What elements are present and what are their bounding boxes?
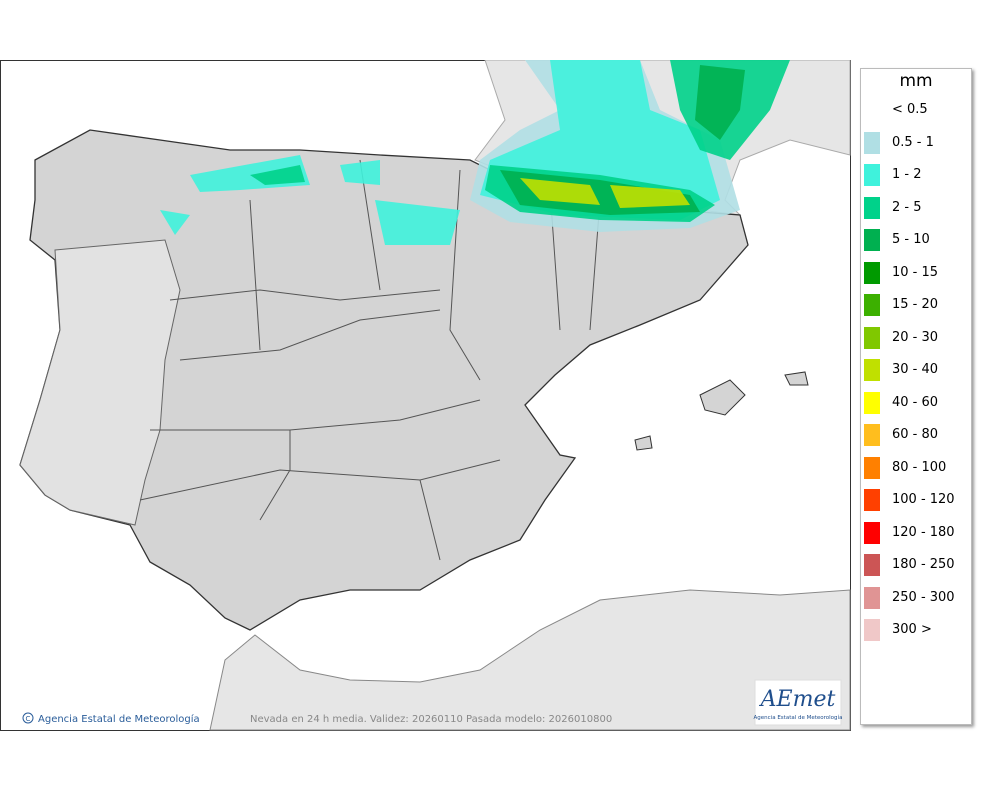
logo-subtitle: Agencia Estatal de Meteorología xyxy=(754,714,843,721)
legend-swatch xyxy=(864,131,880,154)
legend-swatch xyxy=(864,554,880,576)
legend-item: 20 - 30 xyxy=(864,326,969,349)
legend-label: 20 - 30 xyxy=(892,329,939,345)
legend-label: 0.5 - 1 xyxy=(892,134,934,150)
legend-item: 60 - 80 xyxy=(864,424,969,446)
copyright-icon: C xyxy=(22,712,34,724)
map: C Agencia Estatal de Meteorología Nevada… xyxy=(0,60,851,731)
legend-label: 100 - 120 xyxy=(892,492,955,507)
legend-swatch xyxy=(864,359,880,381)
legend-label: 2 - 5 xyxy=(892,199,922,215)
legend-label: 5 - 10 xyxy=(892,232,930,247)
snow-area xyxy=(250,165,305,185)
snow-area xyxy=(520,178,690,208)
legend-item: 30 - 40 xyxy=(864,359,969,381)
legend-label: 1 - 2 xyxy=(892,167,922,182)
legend-title: mm xyxy=(899,71,933,91)
legend-item: 1 - 2 xyxy=(864,164,969,186)
legend-label: 250 - 300 xyxy=(892,589,955,605)
legend-swatch xyxy=(864,326,880,349)
snow-areas xyxy=(160,60,790,245)
legend-item: 250 - 300 xyxy=(864,586,969,609)
legend-label: 30 - 40 xyxy=(892,362,939,377)
legend-label: < 0.5 xyxy=(892,102,928,117)
legend-swatch xyxy=(864,261,880,284)
legend-swatch xyxy=(864,99,880,121)
legend-label: 60 - 80 xyxy=(892,427,939,442)
legend: mm < 0.5 0.5 - 1 1 - 2 2 - 5 5 - 10 10 - 15 15… xyxy=(860,68,972,725)
legend-item: 40 - 60 xyxy=(864,391,969,414)
legend-item: 180 - 250 xyxy=(864,554,969,576)
legend-swatch xyxy=(864,456,880,479)
legend-label: 80 - 100 xyxy=(892,459,947,475)
legend-label: 40 - 60 xyxy=(892,394,939,410)
region-borders xyxy=(139,159,601,561)
legend-item: < 0.5 xyxy=(864,99,969,121)
legend-swatch xyxy=(864,586,880,609)
logo: AEmet xyxy=(759,687,836,712)
legend-label: 180 - 250 xyxy=(892,557,955,572)
svg-text:C: C xyxy=(26,715,31,723)
legend-swatch xyxy=(864,294,880,316)
agency-credit: Agencia Estatal de Meteorología xyxy=(38,713,200,725)
legend-item: 2 - 5 xyxy=(864,196,969,219)
logo-box xyxy=(754,679,842,726)
legend-item: 10 - 15 xyxy=(864,261,969,284)
legend-swatch xyxy=(864,424,880,446)
africa xyxy=(209,589,851,731)
balearic-islands xyxy=(634,371,809,451)
legend-swatch xyxy=(864,391,880,414)
legend-swatch xyxy=(864,619,880,641)
legend-item: 100 - 120 xyxy=(864,489,969,511)
legend-item: 15 - 20 xyxy=(864,294,969,316)
legend-swatch xyxy=(864,229,880,251)
legend-label: 300 > xyxy=(892,622,932,637)
legend-swatch xyxy=(864,164,880,186)
legend-item: 80 - 100 xyxy=(864,456,969,479)
map-caption: Nevada en 24 h media. Validez: 20260110 … xyxy=(250,714,612,725)
legend-swatch xyxy=(864,196,880,219)
legend-label: 15 - 20 xyxy=(892,297,939,312)
legend-label: 120 - 180 xyxy=(892,524,955,540)
legend-item: 300 > xyxy=(864,619,969,641)
legend-item: 120 - 180 xyxy=(864,521,969,544)
legend-swatch xyxy=(864,489,880,511)
snow-area xyxy=(500,65,745,215)
legend-item: 5 - 10 xyxy=(864,229,969,251)
portugal xyxy=(19,239,181,526)
legend-item: 0.5 - 1 xyxy=(864,131,969,154)
legend-label: 10 - 15 xyxy=(892,264,939,280)
snow-area xyxy=(160,155,460,245)
legend-swatch xyxy=(864,521,880,544)
